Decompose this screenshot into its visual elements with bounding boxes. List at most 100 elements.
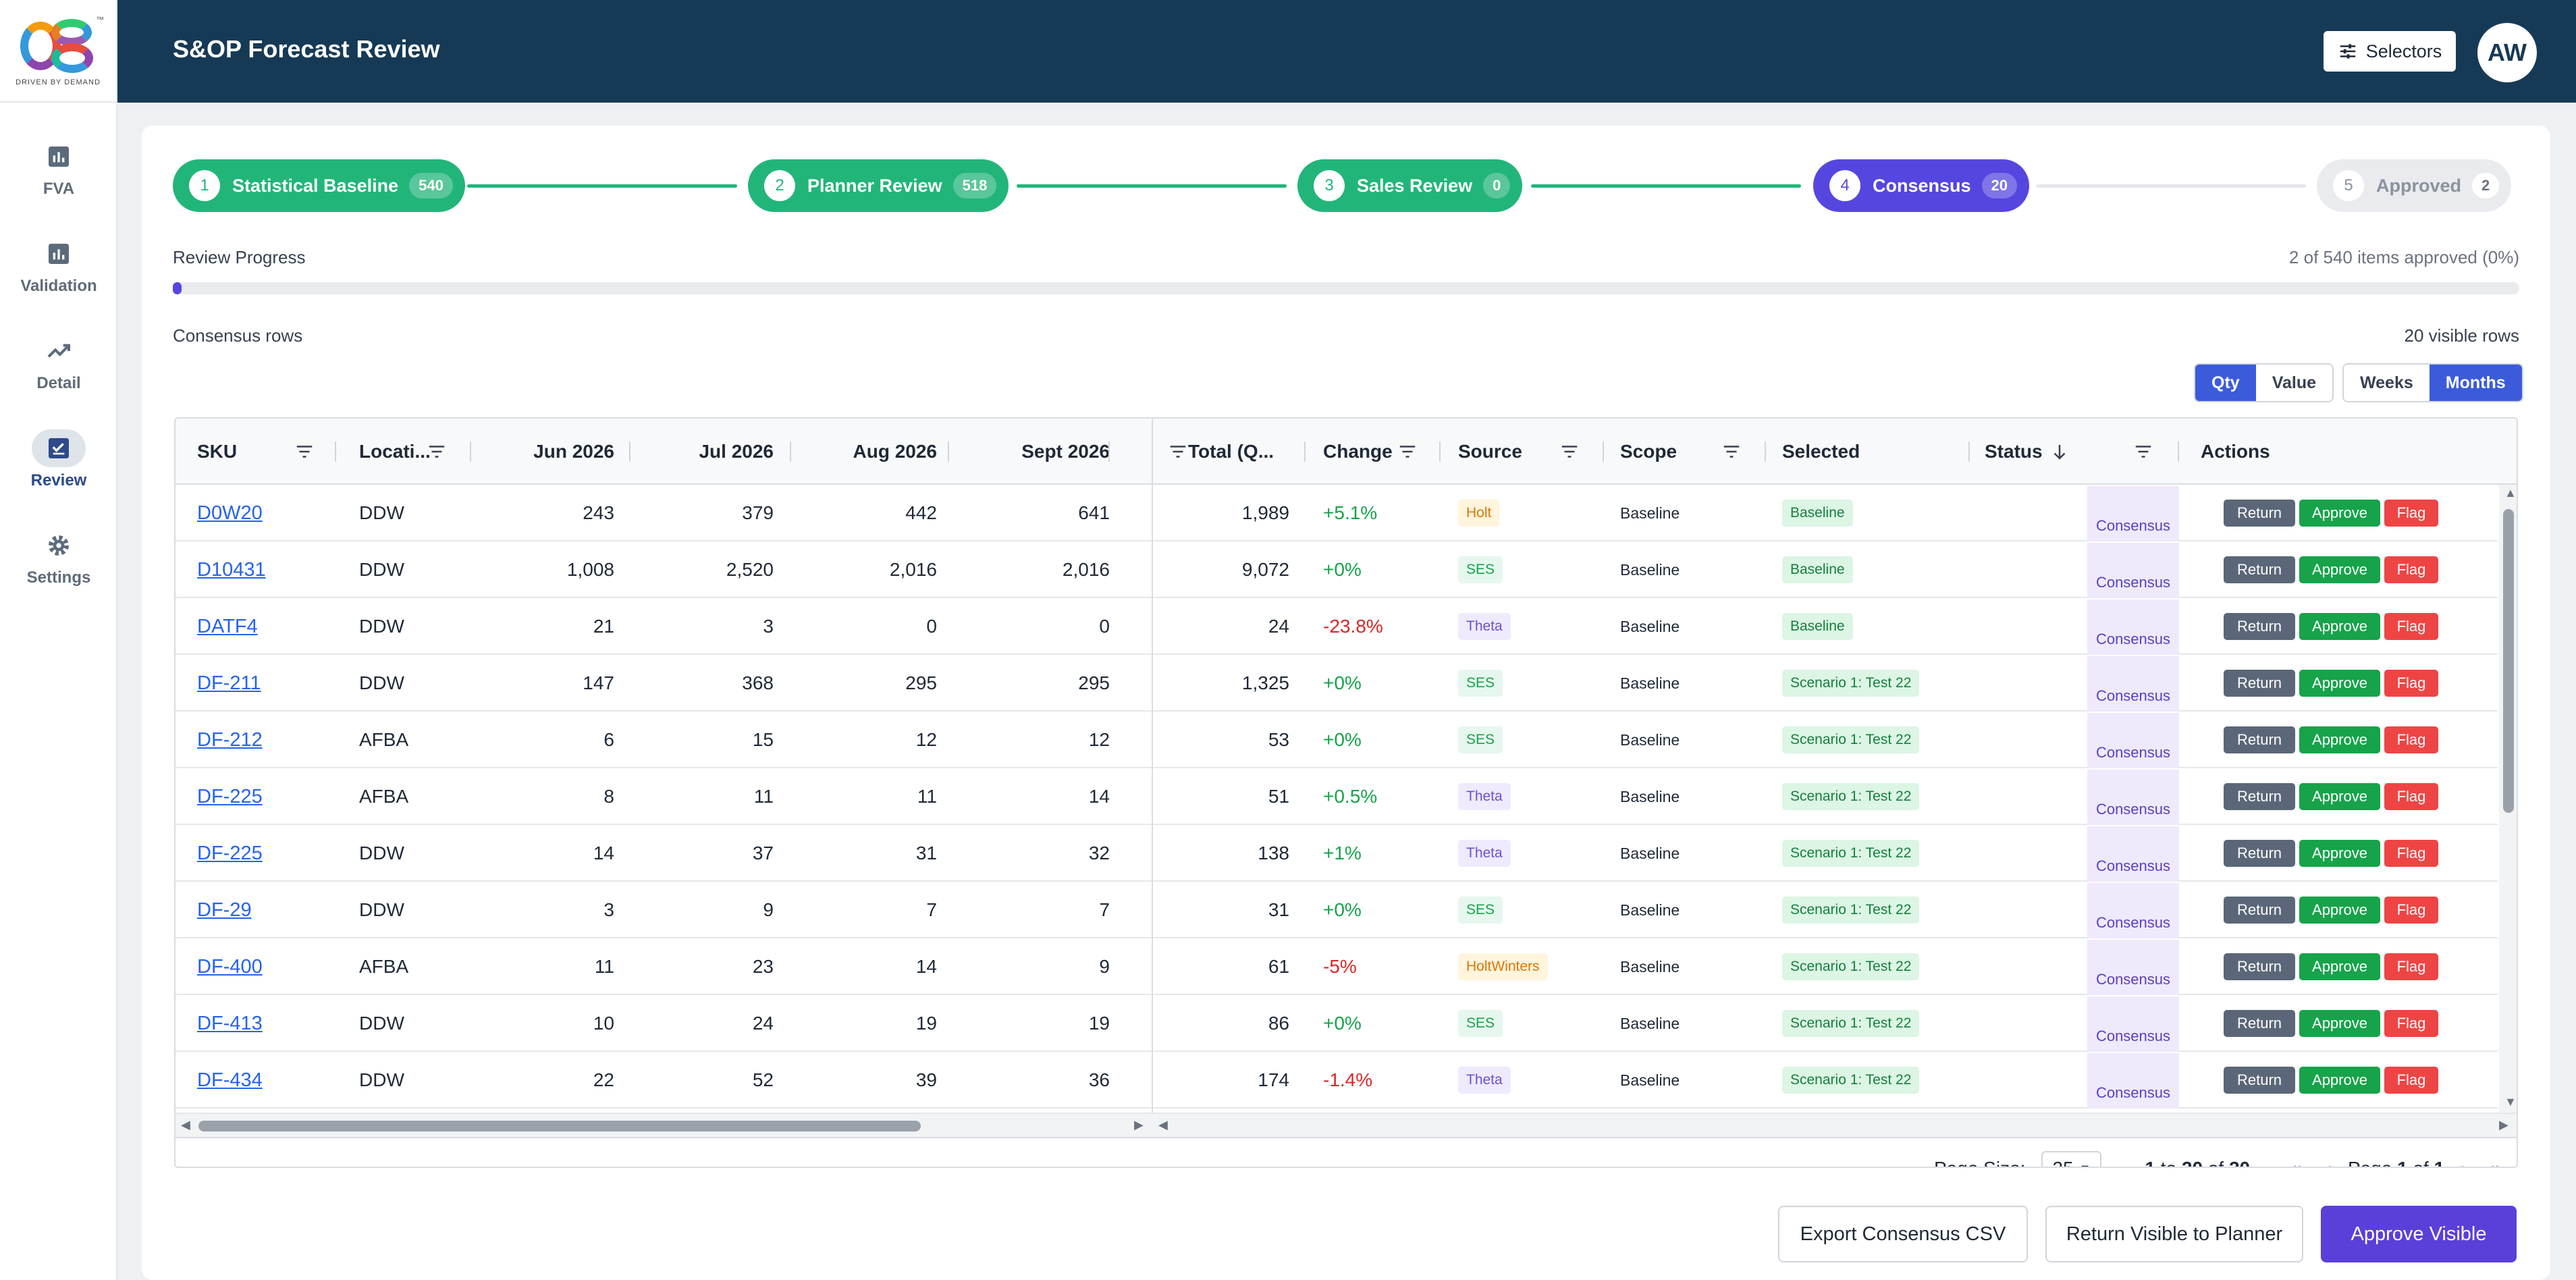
horizontal-scrollbar[interactable]: ◀ ▶ ◀ ▶ <box>176 1113 2517 1137</box>
sku-link[interactable]: D0W20 <box>197 502 263 524</box>
value-toggle[interactable]: Value <box>2255 365 2333 401</box>
months-toggle[interactable]: Months <box>2429 365 2522 401</box>
table-row[interactable]: DF-434 DDW 22 52 39 36 174 -1.4% Theta Baseline Sc… <box>176 1052 2498 1109</box>
avatar[interactable]: AW <box>2477 23 2537 82</box>
selectors-button[interactable]: Selectors <box>2324 31 2456 72</box>
col-header-jun-2026[interactable]: Jun 2026 <box>533 441 614 462</box>
approve-button[interactable]: Approve <box>2299 783 2380 810</box>
horizontal-scroll-thumb[interactable] <box>198 1121 921 1131</box>
scroll-up-icon[interactable]: ▲ <box>2504 486 2517 500</box>
col-header-selected[interactable]: Selected <box>1782 441 1860 462</box>
return-button[interactable]: Return <box>2224 783 2295 810</box>
sku-link[interactable]: DF-212 <box>197 728 263 751</box>
approve-button[interactable]: Approve <box>2299 670 2380 697</box>
return-button[interactable]: Return <box>2224 1010 2295 1037</box>
vertical-scroll-thumb[interactable] <box>2503 509 2514 813</box>
sku-link[interactable]: DF-225 <box>197 785 263 807</box>
table-row[interactable]: D10431 DDW 1,008 2,520 2,016 2,016 9,072 +0% SES… <box>176 541 2498 598</box>
col-header-sept-2026[interactable]: Sept 2026 <box>1021 441 1110 462</box>
col-header-source[interactable]: Source <box>1458 441 1522 462</box>
table-row[interactable]: DF-225 DDW 14 37 31 32 138 +1% Theta Baseline Scen… <box>176 825 2498 882</box>
sku-link[interactable]: DF-413 <box>197 1012 263 1034</box>
scroll-down-icon[interactable]: ▼ <box>2504 1095 2517 1109</box>
flag-button[interactable]: Flag <box>2384 556 2438 583</box>
col-header-jul-2026[interactable]: Jul 2026 <box>699 441 774 462</box>
approve-button[interactable]: Approve <box>2299 1067 2380 1094</box>
table-row[interactable]: D0W20 DDW 243 379 442 641 1,989 +5.1% Holt Baseli… <box>176 485 2498 541</box>
sku-link[interactable]: DF-29 <box>197 899 252 921</box>
scroll-left-icon[interactable]: ◀ <box>1158 1118 1168 1131</box>
approve-button[interactable]: Approve <box>2299 1010 2380 1037</box>
sku-link[interactable]: DF-400 <box>197 955 263 978</box>
return-button[interactable]: Return <box>2224 556 2295 583</box>
prev-page-icon[interactable]: ‹ <box>2326 1158 2332 1167</box>
return-button[interactable]: Return <box>2224 840 2295 867</box>
flag-button[interactable]: Flag <box>2384 1010 2438 1037</box>
table-row[interactable]: DF-211 DDW 147 368 295 295 1,325 +0% SES Baseline… <box>176 655 2498 712</box>
last-page-icon[interactable]: ⇥ <box>2484 1158 2499 1167</box>
approve-button[interactable]: Approve <box>2299 556 2380 583</box>
col-header-total[interactable]: Total (Q... <box>1188 441 1274 462</box>
col-header-location[interactable]: Locati... <box>359 441 431 462</box>
scroll-left-icon[interactable]: ◀ <box>181 1118 190 1131</box>
first-page-icon[interactable]: ⇤ <box>2293 1158 2309 1167</box>
approve-button[interactable]: Approve <box>2299 953 2380 980</box>
sku-link[interactable]: DATF4 <box>197 615 258 637</box>
flag-button[interactable]: Flag <box>2384 953 2438 980</box>
approve-visible-button[interactable]: Approve Visible <box>2321 1206 2517 1262</box>
filter-icon[interactable] <box>1168 442 1188 462</box>
approve-button[interactable]: Approve <box>2299 500 2380 527</box>
col-header-change[interactable]: Change <box>1323 441 1393 462</box>
filter-icon[interactable] <box>1397 442 1418 462</box>
flag-button[interactable]: Flag <box>2384 613 2438 640</box>
flag-button[interactable]: Flag <box>2384 840 2438 867</box>
return-button[interactable]: Return <box>2224 670 2295 697</box>
return-button[interactable]: Return <box>2224 726 2295 753</box>
sidebar-item-fva[interactable]: FVA <box>0 138 117 198</box>
filter-icon[interactable] <box>294 442 315 462</box>
flag-button[interactable]: Flag <box>2384 726 2438 753</box>
step-approved[interactable]: 5 Approved 2 <box>2317 159 2512 212</box>
approve-button[interactable]: Approve <box>2299 897 2380 924</box>
filter-icon[interactable] <box>1559 442 1580 462</box>
return-button[interactable]: Return <box>2224 897 2295 924</box>
return-button[interactable]: Return <box>2224 613 2295 640</box>
page-size-select[interactable]: 25 ▼ <box>2041 1151 2102 1167</box>
sidebar-item-detail[interactable]: Detail <box>0 332 117 393</box>
approve-button[interactable]: Approve <box>2299 613 2380 640</box>
return-button[interactable]: Return <box>2224 953 2295 980</box>
col-header-scope[interactable]: Scope <box>1620 441 1678 462</box>
filter-icon[interactable] <box>427 442 447 462</box>
next-page-icon[interactable]: › <box>2461 1158 2467 1167</box>
table-row[interactable]: DATF4 DDW 21 3 0 0 24 -23.8% Theta Baseline Baseli… <box>176 598 2498 655</box>
filter-icon[interactable] <box>1721 442 1742 462</box>
export-csv-button[interactable]: Export Consensus CSV <box>1778 1206 2028 1262</box>
sku-link[interactable]: DF-434 <box>197 1069 263 1091</box>
return-visible-button[interactable]: Return Visible to Planner <box>2045 1206 2303 1262</box>
table-row[interactable]: DF-413 DDW 10 24 19 19 86 +0% SES Baseline Scenari… <box>176 995 2498 1052</box>
col-header-status[interactable]: Status <box>1985 441 2043 462</box>
flag-button[interactable]: Flag <box>2384 1067 2438 1094</box>
sidebar-item-validation[interactable]: Validation <box>0 235 117 296</box>
sku-link[interactable]: D10431 <box>197 558 266 581</box>
step-planner-review[interactable]: 2 Planner Review 518 <box>748 159 1009 212</box>
return-button[interactable]: Return <box>2224 500 2295 527</box>
table-row[interactable]: DF-212 AFBA 6 15 12 12 53 +0% SES Baseline Scenari… <box>176 712 2498 768</box>
scroll-right-icon[interactable]: ▶ <box>2499 1118 2508 1131</box>
step-consensus[interactable]: 4 Consensus 20 <box>1813 159 2030 212</box>
qty-toggle[interactable]: Qty <box>2195 365 2256 401</box>
sku-link[interactable]: DF-211 <box>197 672 261 694</box>
vertical-scrollbar[interactable]: ▲ ▼ <box>2499 485 2517 1113</box>
filter-icon[interactable] <box>2133 442 2153 462</box>
table-row[interactable]: DF-400 AFBA 11 23 14 9 61 -5% HoltWinters Baselin… <box>176 938 2498 995</box>
step-sales-review[interactable]: 3 Sales Review 0 <box>1297 159 1523 212</box>
flag-button[interactable]: Flag <box>2384 897 2438 924</box>
scroll-right-icon[interactable]: ▶ <box>1134 1118 1144 1131</box>
col-header-sku[interactable]: SKU <box>197 441 238 462</box>
approve-button[interactable]: Approve <box>2299 726 2380 753</box>
weeks-toggle[interactable]: Weeks <box>2344 365 2430 401</box>
step-statistical-baseline[interactable]: 1 Statistical Baseline 540 <box>173 159 465 212</box>
sort-desc-icon[interactable] <box>2049 442 2070 462</box>
flag-button[interactable]: Flag <box>2384 670 2438 697</box>
flag-button[interactable]: Flag <box>2384 783 2438 810</box>
